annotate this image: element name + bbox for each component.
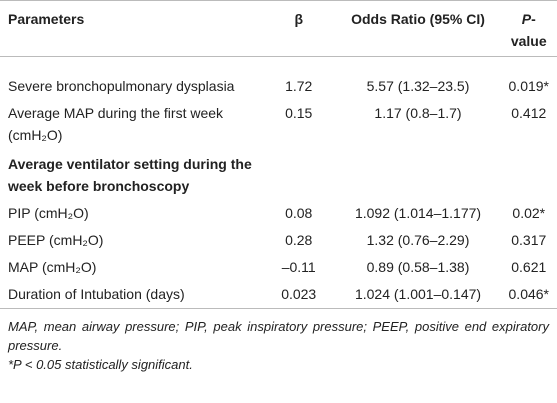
header-row: Parameters β Odds Ratio (95% CI) P-value (0, 0, 557, 57)
table-cell: Duration of Intubation (days) (8, 286, 185, 302)
table-row: Average MAP during the first week (cmH₂O… (0, 100, 557, 149)
table-row: Duration of Intubation (days) 0.023 1.024 … (0, 281, 557, 309)
table-cell: 1.092 (1.014–1.177) (354, 205, 482, 221)
table-cell: 0.317 (511, 232, 547, 248)
table-cell: 0.046* (508, 286, 549, 302)
table-cell: 0.89 (0.58–1.38) (366, 259, 470, 275)
empty-cell (262, 149, 557, 200)
footnotes: MAP, mean airway pressure; PIP, peak ins… (0, 309, 557, 374)
table-cell: 1.17 (0.8–1.7) (374, 105, 462, 121)
table-row: PIP (cmH₂O) 0.08 1.092 (1.014–1.177) 0.02* (0, 200, 557, 227)
table-row: MAP (cmH₂O) –0.11 0.89 (0.58–1.38) 0.621 (0, 254, 557, 281)
table-cell: 1.32 (0.76–2.29) (366, 232, 470, 248)
table-cell: Average MAP during the first week (cmH₂O… (8, 105, 224, 143)
table-cell: 0.15 (285, 105, 313, 121)
table-cell: 0.621 (511, 259, 547, 275)
header-cell: Odds Ratio (95% CI) (351, 11, 485, 27)
table-body: Severe bronchopulmonary dysplasia 1.72 5.5… (0, 57, 557, 309)
table-cell: 0.02* (512, 205, 546, 221)
table-row: Severe bronchopulmonary dysplasia 1.72 5.5… (0, 57, 557, 101)
table-cell: PIP (cmH₂O) (8, 205, 89, 221)
table-cell: 1.72 (285, 78, 313, 94)
table-cell: 0.28 (285, 232, 313, 248)
table-row: PEEP (cmH₂O) 0.28 1.32 (0.76–2.29) 0.317 (0, 227, 557, 254)
table-cell: PEEP (cmH₂O) (8, 232, 104, 248)
results-table: Parameters β Odds Ratio (95% CI) P-value… (0, 0, 557, 309)
header-cell: β (294, 11, 303, 27)
section-cell: Average ventilator setting during the we… (8, 156, 252, 194)
footnote: MAP, mean airway pressure; PIP, peak ins… (8, 319, 549, 353)
table-cell: 1.024 (1.001–0.147) (354, 286, 482, 302)
table-cell: 0.023 (281, 286, 317, 302)
header-cell: P-value (501, 1, 557, 57)
footnote: *P < 0.05 statistically significant. (8, 357, 193, 372)
table-cell: –0.11 (281, 259, 316, 275)
table-cell: 0.019* (508, 78, 549, 94)
table-cell: 5.57 (1.32–23.5) (366, 78, 470, 94)
table-cell: Severe bronchopulmonary dysplasia (8, 78, 235, 94)
table-cell: 0.412 (511, 105, 547, 121)
header-italic: P (521, 11, 532, 27)
header-text: -value (510, 11, 547, 49)
table-row: Average ventilator setting during the we… (0, 149, 557, 200)
header-cell: Parameters (8, 11, 85, 27)
table-cell: MAP (cmH₂O) (8, 259, 97, 275)
table-cell: 0.08 (285, 205, 313, 221)
